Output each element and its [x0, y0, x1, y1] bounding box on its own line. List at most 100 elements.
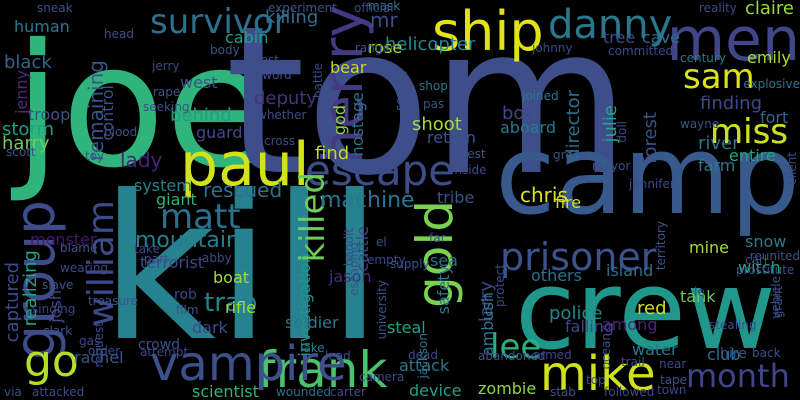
cloud-word: green: [553, 148, 588, 162]
cloud-word: forest: [640, 112, 661, 164]
cloud-word: rest: [256, 53, 280, 67]
cloud-word: protect: [493, 264, 507, 308]
cloud-word: prisoner: [500, 235, 657, 279]
cloud-word: el: [376, 235, 387, 249]
cloud-word: cave: [642, 28, 680, 47]
cloud-word: rifle: [225, 298, 256, 317]
cloud-word: trail: [621, 355, 645, 369]
cloud-word: club: [707, 345, 741, 364]
cloud-word: ship: [432, 0, 544, 63]
cloud-word: carter: [330, 385, 366, 399]
cloud-word: human: [14, 17, 70, 36]
cloud-word: lead: [325, 349, 351, 363]
cloud-word: snow: [745, 232, 787, 251]
cloud-word: giant: [156, 190, 197, 209]
cloud-word: matt: [160, 197, 241, 237]
cloud-word: water: [632, 340, 678, 359]
cloud-word: among: [602, 315, 658, 334]
cloud-word: tape: [660, 373, 688, 387]
cloud-word: reunited: [749, 249, 800, 263]
cloud-word: paul: [180, 130, 310, 200]
cloud-word: pas: [423, 97, 445, 111]
cloud-word: doll: [615, 121, 629, 143]
cloud-word: falling: [565, 317, 615, 336]
cloud-word: body: [210, 43, 240, 57]
cloud-word: near: [659, 357, 687, 371]
cloud-word: crew: [515, 246, 776, 374]
cloud-word: stealing: [709, 318, 757, 332]
cloud-word: lee: [490, 327, 542, 367]
cloud-word: vampire: [150, 336, 347, 392]
cloud-word: mike: [540, 346, 656, 400]
cloud-word: danny: [548, 2, 673, 48]
cloud-word: chris: [520, 183, 568, 207]
cloud-word: return: [427, 128, 476, 147]
cloud-word: committed: [608, 44, 674, 58]
cloud-word: escaping: [347, 242, 361, 296]
cloud-word: part: [144, 252, 169, 266]
cloud-word: emily: [747, 48, 791, 67]
cloud-word: guest: [452, 147, 486, 161]
cloud-word: river: [698, 133, 740, 154]
cloud-word: claire: [745, 0, 795, 19]
cloud-word: hire: [720, 346, 747, 362]
cloud-word: tom: [225, 0, 631, 221]
cloud-word: sea: [430, 251, 458, 270]
cloud-word: inside: [451, 163, 487, 177]
cloud-word: attempt: [140, 345, 189, 359]
cloud-word: bear: [330, 58, 367, 77]
cloud-word: killing: [265, 7, 319, 28]
cloud-word: experiment: [268, 1, 337, 15]
cloud-word: joined: [522, 89, 559, 103]
cloud-word: killed: [293, 172, 333, 263]
cloud-word: police: [549, 303, 603, 324]
cloud-word: farm: [698, 156, 736, 175]
cloud-word: jerry: [152, 59, 180, 73]
cloud-word: mask: [368, 0, 401, 13]
cloud-word: jackson: [416, 333, 430, 379]
cloud-word: attack: [399, 356, 450, 375]
cloud-word: soldier: [285, 313, 339, 332]
cloud-word: camp: [495, 111, 800, 239]
cloud-word: machine: [320, 188, 415, 213]
cloud-word: wounded: [276, 385, 331, 399]
cloud-word: johnny: [532, 41, 573, 55]
cloud-word: abandoned: [478, 349, 546, 363]
cloud-word: jennifer: [629, 177, 675, 191]
cloud-word: cross: [264, 134, 296, 148]
cloud-word: witch: [738, 258, 781, 277]
cloud-word: client: [785, 152, 799, 185]
cloud-word: boat: [213, 268, 250, 287]
cloud-word: town: [657, 383, 687, 397]
cloud-word: men: [666, 5, 800, 75]
cloud-word: mountain: [135, 228, 240, 253]
cloud-word: whether: [257, 108, 307, 122]
cloud-word: storm: [2, 119, 55, 140]
cloud-word: west: [180, 73, 218, 92]
cloud-word: jason: [329, 267, 372, 286]
cloud-word: blood: [104, 125, 138, 139]
cloud-word: tribe: [437, 188, 475, 207]
cloud-word: territory: [654, 221, 668, 271]
cloud-word: rob: [174, 287, 197, 303]
cloud-word: singing: [32, 302, 76, 316]
cloud-word: deputy: [254, 88, 318, 109]
cloud-word: society: [393, 68, 407, 111]
cloud-word: tree: [603, 28, 636, 47]
cloud-word: sneak: [37, 1, 73, 15]
cloud-word: wayne: [680, 117, 720, 131]
cloud-word: carl: [745, 253, 768, 267]
cloud-word: order: [88, 344, 120, 358]
cloud-word: troop: [28, 105, 71, 124]
cloud-word: monster: [30, 230, 97, 249]
cloud-word: miss: [710, 112, 788, 152]
cloud-word: rose: [368, 38, 403, 57]
cloud-word: film: [176, 303, 199, 317]
cloud-word: safety: [434, 265, 453, 315]
cloud-word: back: [752, 346, 781, 360]
cloud-word: scientist: [192, 382, 259, 400]
cloud-word: tank: [680, 287, 716, 306]
cloud-word: fire: [555, 193, 582, 212]
cloud-word: scott: [6, 145, 36, 159]
